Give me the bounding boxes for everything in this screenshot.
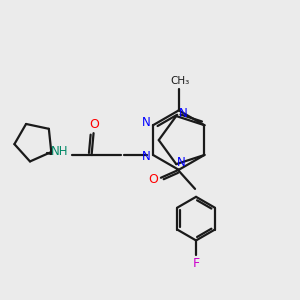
Text: N: N xyxy=(142,116,151,129)
Text: NH: NH xyxy=(51,146,69,158)
Text: O: O xyxy=(90,118,100,131)
Text: CH₃: CH₃ xyxy=(170,76,189,85)
Text: N: N xyxy=(177,156,186,169)
Text: N: N xyxy=(179,106,188,120)
Text: O: O xyxy=(148,173,158,186)
Text: N: N xyxy=(142,150,151,164)
Text: F: F xyxy=(193,257,200,270)
